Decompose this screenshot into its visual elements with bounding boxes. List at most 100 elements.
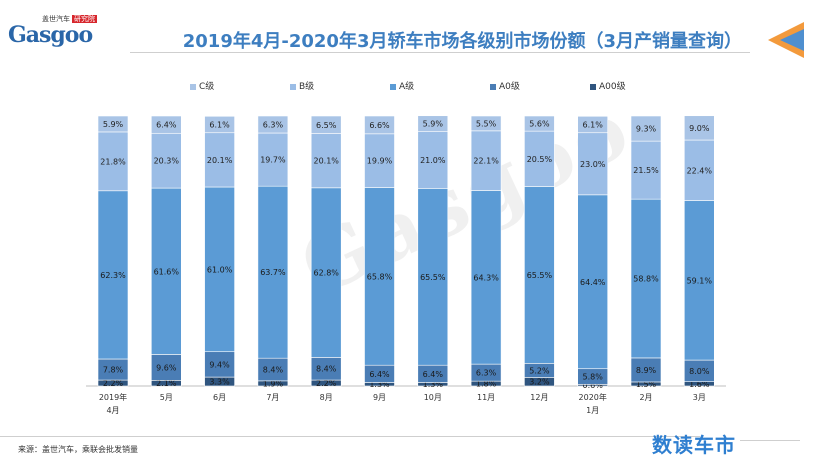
bar-data-label: 65.5% bbox=[527, 271, 553, 280]
bar-segment bbox=[470, 115, 502, 132]
legend-label-a00: A00级 bbox=[599, 82, 626, 92]
bar-data-label: 1.5% bbox=[636, 380, 657, 389]
logo-badge: 研究院 bbox=[72, 15, 97, 23]
legend-label-b: B级 bbox=[299, 82, 315, 92]
bar-segment bbox=[204, 186, 235, 353]
bar-segment bbox=[470, 130, 502, 191]
bar-data-label: 8.9% bbox=[636, 366, 657, 375]
bar-segment bbox=[97, 115, 129, 133]
bar-data-label: 2.2% bbox=[316, 379, 337, 388]
bar-segment bbox=[257, 185, 289, 359]
bar-data-label: 6.4% bbox=[156, 121, 177, 130]
bar-data-label: 8.4% bbox=[263, 366, 284, 375]
bar-segment bbox=[364, 133, 395, 188]
bar-segment bbox=[683, 115, 715, 141]
bar-segment bbox=[417, 115, 449, 132]
bar-data-label: 5.2% bbox=[529, 366, 550, 375]
bar-segment bbox=[151, 354, 182, 381]
x-tick-label: 2019年 bbox=[99, 392, 127, 402]
bar-segment bbox=[577, 132, 609, 196]
x-tick-label: 6月 bbox=[213, 393, 226, 402]
x-tick-label: 11月 bbox=[477, 393, 495, 402]
legend-swatch-a00 bbox=[590, 83, 596, 90]
bar-segment bbox=[630, 357, 662, 383]
bar-data-label: 6.3% bbox=[476, 369, 497, 378]
brand-logo-text: 数读车市 bbox=[652, 433, 736, 457]
logo-top-text: 盖世汽车 bbox=[42, 15, 70, 23]
logo-main-text: Gasgoo bbox=[8, 22, 93, 48]
bar-data-label: 9.0% bbox=[689, 124, 710, 133]
bar-segment bbox=[470, 190, 502, 365]
bar-data-label: 65.5% bbox=[420, 273, 446, 282]
bar-segment bbox=[630, 198, 662, 359]
bar-data-label: 23.0% bbox=[580, 160, 606, 169]
bar-data-label: 1.3% bbox=[423, 380, 444, 389]
bar-data-label: 19.9% bbox=[367, 157, 393, 166]
bar-data-label: 8.0% bbox=[689, 367, 710, 376]
bar-segment bbox=[524, 186, 555, 364]
legend-swatch-a0 bbox=[490, 83, 496, 90]
bar-data-label: 1.6% bbox=[689, 380, 710, 389]
bar-segment bbox=[577, 115, 609, 134]
bar-segment bbox=[630, 115, 662, 142]
bar-data-label: 3.2% bbox=[529, 378, 550, 387]
bar-data-label: 21.5% bbox=[633, 166, 659, 175]
bar-data-label: 6.4% bbox=[369, 370, 390, 379]
x-tick-label: 8月 bbox=[320, 393, 333, 402]
bar-segment bbox=[364, 115, 395, 135]
bar-data-label: 20.1% bbox=[207, 156, 233, 165]
bar-segment bbox=[257, 115, 289, 134]
x-tick-label: 12月 bbox=[530, 393, 548, 402]
x-tick-label: 7月 bbox=[266, 393, 279, 402]
bar-data-label: 65.8% bbox=[367, 272, 393, 281]
x-tick-label: 2020年 bbox=[579, 392, 607, 402]
bar-segment bbox=[683, 139, 715, 201]
bar-data-label: 5.6% bbox=[529, 120, 550, 129]
bar-segment bbox=[310, 187, 342, 358]
bar-data-label: 20.3% bbox=[154, 157, 180, 166]
bar-segment bbox=[524, 130, 555, 187]
bar-data-label: 7.8% bbox=[103, 366, 124, 375]
bar-segment bbox=[683, 200, 715, 361]
legend-item-a00: A00级 bbox=[590, 79, 626, 92]
bar-data-label: 61.0% bbox=[207, 265, 233, 274]
legend-swatch-c bbox=[190, 83, 196, 90]
bar-segment bbox=[364, 187, 395, 366]
bar-segment bbox=[204, 115, 235, 134]
bar-data-label: 5.9% bbox=[423, 120, 444, 129]
x-tick-label: 3月 bbox=[693, 393, 706, 402]
corner-arrow-icon bbox=[768, 22, 804, 58]
x-tick-label: 2月 bbox=[639, 393, 652, 402]
bar-data-label: 6.6% bbox=[369, 121, 390, 130]
bar-segment bbox=[204, 132, 235, 188]
legend-item-a0: A0级 bbox=[490, 79, 520, 92]
legend-label-c: C级 bbox=[199, 82, 215, 92]
legend-label-a0: A0级 bbox=[499, 82, 520, 92]
bar-data-label: 1.9% bbox=[263, 379, 284, 388]
bar-data-label: 6.1% bbox=[209, 121, 230, 130]
bar-data-label: 6.3% bbox=[263, 121, 284, 130]
bar-data-label: 2.2% bbox=[103, 379, 124, 388]
bar-data-label: 8.4% bbox=[316, 365, 337, 374]
bar-data-label: 21.8% bbox=[100, 157, 126, 166]
legend-swatch-a bbox=[390, 83, 396, 90]
bar-data-label: 5.5% bbox=[476, 119, 497, 128]
bar-segment bbox=[151, 115, 182, 134]
bar-data-label: 19.7% bbox=[260, 156, 286, 165]
brand-divider bbox=[740, 440, 800, 441]
footer-divider bbox=[0, 436, 700, 437]
bar-segment bbox=[524, 115, 555, 132]
bar-segment bbox=[577, 194, 609, 370]
bar-data-label: 1.8% bbox=[476, 380, 497, 389]
legend-item-c: C级 bbox=[190, 79, 214, 92]
bar-data-label: 3.3% bbox=[209, 378, 230, 387]
bar-segment bbox=[151, 132, 182, 189]
bar-data-label: 2.1% bbox=[156, 379, 177, 388]
bar-data-label: 1.3% bbox=[369, 380, 390, 389]
bar-data-label: 64.4% bbox=[580, 278, 606, 287]
title-divider bbox=[130, 52, 750, 53]
bar-segment bbox=[417, 131, 449, 189]
bar-segment bbox=[630, 140, 662, 200]
bar-data-label: 21.0% bbox=[420, 156, 446, 165]
bar-data-label: 9.4% bbox=[209, 360, 230, 369]
